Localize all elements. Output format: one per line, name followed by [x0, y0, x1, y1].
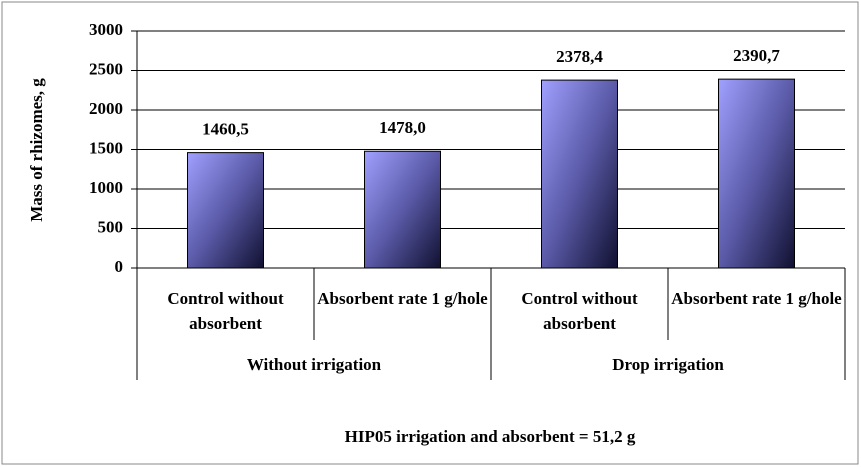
y-tick-label: 0 [115, 257, 124, 276]
value-label: 2390,7 [733, 46, 780, 65]
x-tick-label: Control without absorbent [521, 289, 638, 333]
annotation: HIP05 irrigation and absorbent = 51,2 g [345, 427, 636, 446]
bar [718, 78, 795, 269]
y-tick-label: 3000 [89, 20, 123, 39]
value-label: 1460,5 [202, 120, 249, 139]
y-tick-label: 2500 [89, 59, 123, 78]
y-tick-label: 2000 [89, 99, 123, 118]
y-tick-label: 500 [98, 217, 124, 236]
group-label: Without irrigation [247, 355, 382, 374]
group-label: Drop irrigation [612, 355, 724, 374]
y-axis-label: Mass of rhizomes, g [27, 78, 46, 222]
y-tick-label: 1500 [89, 138, 123, 157]
value-label: 1478,0 [379, 118, 426, 137]
x-tick-label: Absorbent rate 1 g/hole [317, 289, 488, 308]
x-tick-label: Absorbent rate 1 g/hole [671, 289, 842, 308]
y-tick-label: 1000 [89, 178, 123, 197]
value-label: 2378,4 [556, 47, 603, 66]
bar [187, 152, 264, 269]
bar [364, 150, 441, 269]
bar [541, 79, 618, 269]
x-tick-label: Control without absorbent [167, 289, 284, 333]
